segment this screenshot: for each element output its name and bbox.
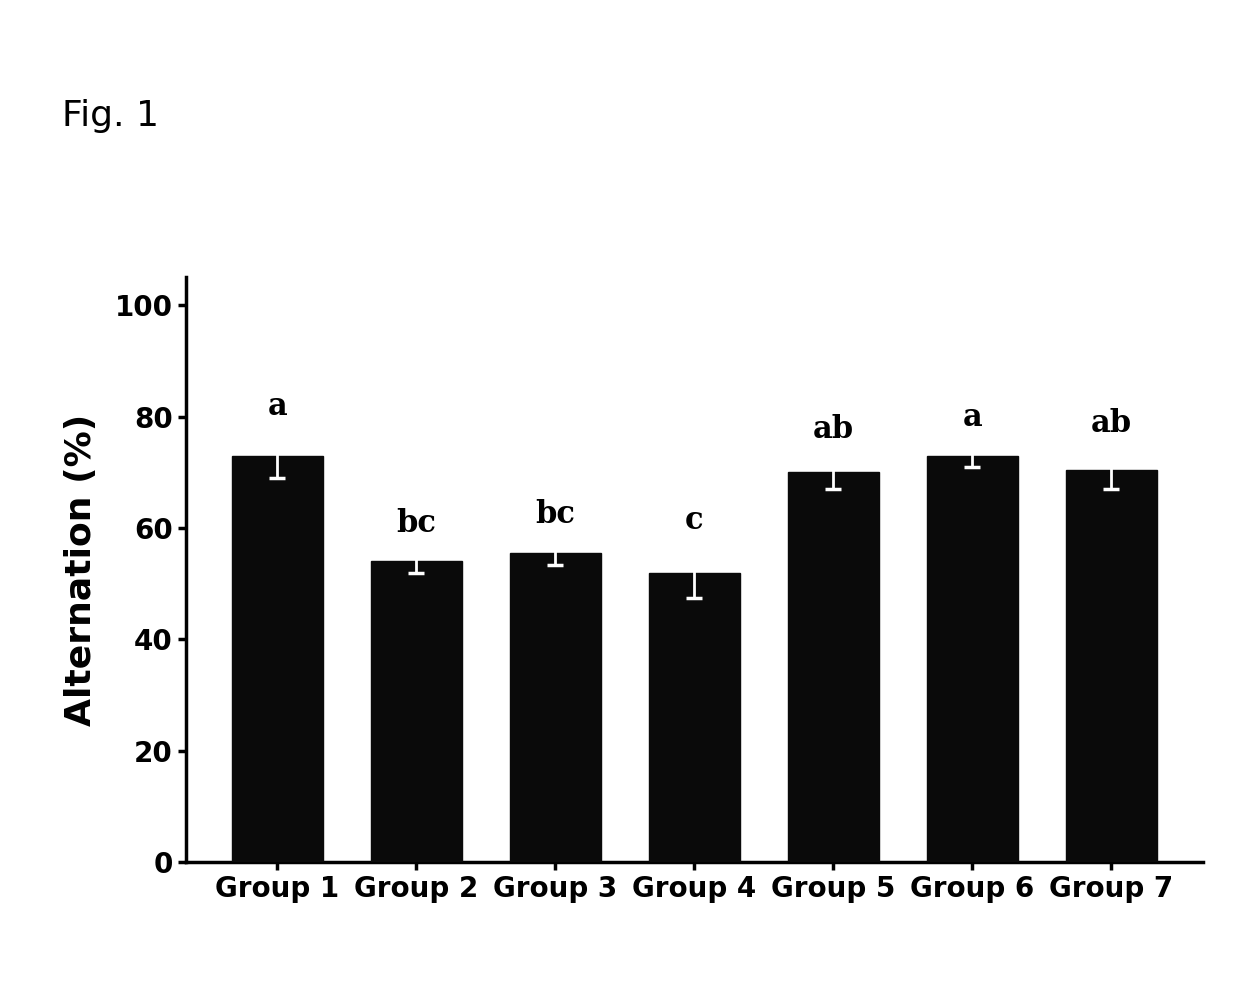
Bar [650, 573, 739, 862]
Bar [510, 553, 600, 862]
Text: ab: ab [813, 413, 854, 445]
Text: c: c [684, 505, 704, 536]
Bar [928, 456, 1018, 862]
Text: Fig. 1: Fig. 1 [62, 99, 159, 133]
Bar [232, 456, 322, 862]
Text: bc: bc [397, 508, 436, 539]
Text: a: a [962, 402, 982, 433]
Text: bc: bc [536, 498, 575, 530]
Y-axis label: Alternation (%): Alternation (%) [64, 413, 98, 726]
Bar [1066, 470, 1157, 862]
Text: a: a [268, 391, 288, 422]
Bar [789, 473, 879, 862]
Bar [371, 562, 461, 862]
Text: ab: ab [1091, 408, 1132, 439]
